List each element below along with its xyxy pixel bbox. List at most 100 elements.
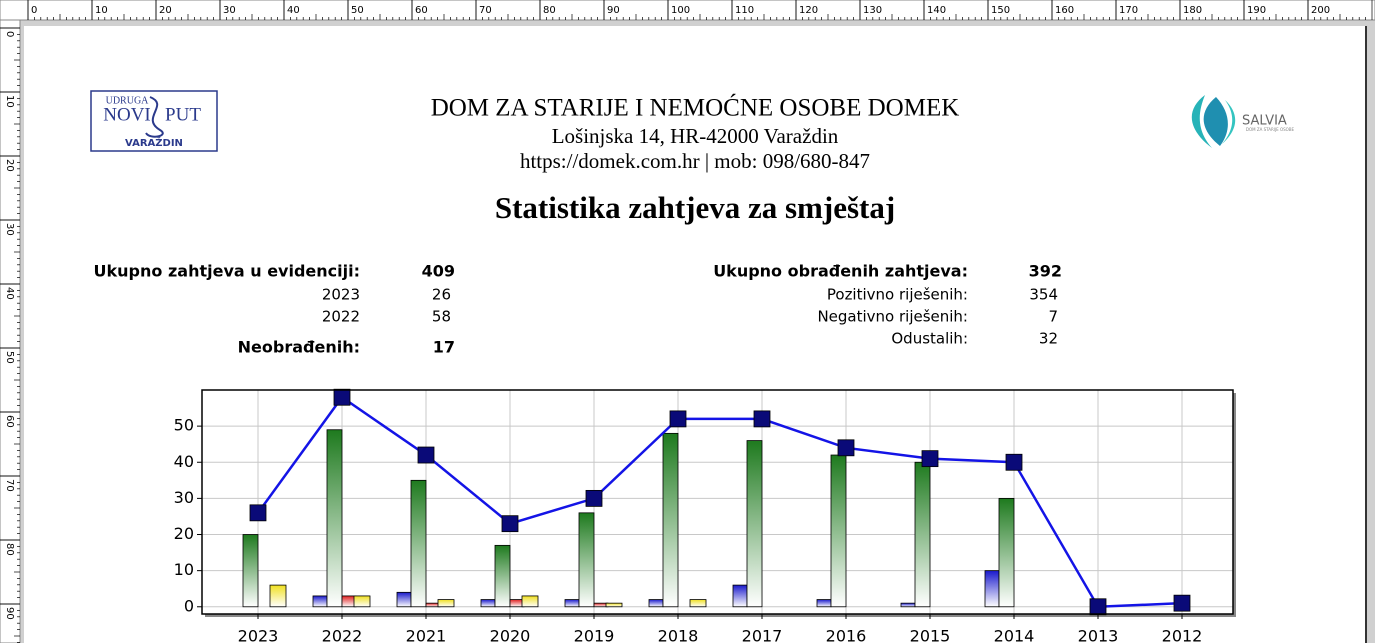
line-marker bbox=[1089, 598, 1107, 616]
plot-frame bbox=[201, 389, 1234, 615]
x-tick-label: 2023 bbox=[238, 627, 279, 643]
stats: Ukupno zahtjeva u evidenciji: 409 2023 26 20… bbox=[94, 262, 1062, 357]
stat-value: 392 bbox=[1029, 262, 1062, 281]
x-tick-label: 2012 bbox=[1162, 627, 1203, 643]
x-tick-label: 2022 bbox=[322, 627, 363, 643]
header-contact: https://domek.com.hr | mob: 098/680-847 bbox=[520, 149, 870, 173]
ruler-label: 30 bbox=[223, 5, 236, 16]
ruler-label: 30 bbox=[4, 223, 15, 236]
bar bbox=[648, 599, 664, 608]
ruler-label: 0 bbox=[31, 5, 37, 16]
ruler-label: 140 bbox=[927, 5, 946, 16]
logo-text: VARAŽDIN bbox=[125, 136, 183, 149]
line-marker bbox=[417, 446, 435, 464]
ruler-label: 0 bbox=[4, 31, 15, 37]
bar bbox=[998, 497, 1015, 608]
stat-label: Negativno riješenih: bbox=[817, 308, 968, 326]
x-tick-label: 2021 bbox=[406, 627, 447, 643]
logo-right: SALVIA DOM ZA STARIJE OSOBE bbox=[1191, 95, 1295, 148]
bar bbox=[578, 512, 595, 608]
bar bbox=[689, 599, 707, 608]
ruler-label: 200 bbox=[1311, 5, 1330, 16]
line-marker bbox=[669, 410, 687, 428]
stat-value: 354 bbox=[1029, 286, 1058, 304]
y-tick-label: 20 bbox=[174, 524, 194, 543]
stat-value: 26 bbox=[432, 286, 451, 304]
ruler-label: 80 bbox=[4, 543, 15, 556]
ruler-label: 10 bbox=[4, 95, 15, 108]
stat-label: Ukupno zahtjeva u evidenciji: bbox=[94, 262, 360, 281]
line-marker bbox=[333, 388, 351, 406]
x-tick-label: 2016 bbox=[826, 627, 867, 643]
bar bbox=[984, 570, 1000, 608]
bar bbox=[242, 534, 259, 608]
line-marker bbox=[501, 515, 519, 533]
line-marker bbox=[249, 504, 267, 522]
logo-text: SALVIA bbox=[1242, 114, 1287, 129]
stat-label: Ukupno obrađenih zahtjeva: bbox=[713, 262, 968, 281]
x-tick-label: 2015 bbox=[910, 627, 951, 643]
stat-label: Neobrađenih: bbox=[238, 338, 360, 357]
ruler-label: 40 bbox=[4, 287, 15, 300]
y-tick-label: 50 bbox=[174, 416, 194, 435]
ruler-label: 60 bbox=[415, 5, 428, 16]
ruler-label: 20 bbox=[4, 159, 15, 172]
x-tick-label: 2018 bbox=[658, 627, 699, 643]
x-tick-label: 2019 bbox=[574, 627, 615, 643]
ruler-label: 80 bbox=[543, 5, 556, 16]
bar bbox=[564, 599, 580, 608]
bar bbox=[816, 599, 832, 608]
logo-frame bbox=[90, 90, 218, 152]
bar bbox=[605, 602, 623, 608]
logo-shape bbox=[1191, 95, 1212, 148]
stat-value: 17 bbox=[433, 338, 455, 357]
y-tick-label: 30 bbox=[174, 488, 194, 507]
stat-value: 409 bbox=[422, 262, 455, 281]
bar bbox=[521, 595, 539, 608]
line-marker bbox=[921, 450, 939, 468]
bar bbox=[480, 599, 496, 608]
logo-text: NOVI bbox=[103, 104, 151, 125]
bar bbox=[914, 461, 931, 608]
plot-area bbox=[202, 390, 1233, 614]
y-tick-label: 40 bbox=[174, 452, 194, 471]
stat-label: 2022 bbox=[322, 308, 360, 326]
bar bbox=[396, 591, 412, 608]
bar bbox=[312, 595, 328, 608]
ruler-label: 40 bbox=[287, 5, 300, 16]
left-ruler bbox=[0, 19, 21, 643]
bar bbox=[732, 584, 748, 608]
bar bbox=[326, 429, 343, 608]
ruler-label: 100 bbox=[671, 5, 690, 16]
stat-value: 7 bbox=[1048, 308, 1058, 326]
bar bbox=[437, 599, 455, 608]
line bbox=[256, 395, 1183, 609]
x-tick-label: 2020 bbox=[490, 627, 531, 643]
logo-text: DOM ZA STARIJE OSOBE bbox=[1246, 127, 1295, 132]
x-tick-label: 2014 bbox=[994, 627, 1035, 643]
bar bbox=[746, 440, 763, 608]
bar bbox=[353, 595, 371, 608]
bar bbox=[830, 454, 847, 608]
logo-shape bbox=[1222, 100, 1236, 144]
line-marker bbox=[1005, 453, 1023, 471]
line-marker bbox=[837, 439, 855, 457]
logo-shape bbox=[1203, 97, 1228, 146]
ruler-label: 60 bbox=[4, 415, 15, 428]
bar bbox=[900, 602, 916, 608]
bar bbox=[494, 544, 511, 608]
line-marker bbox=[1173, 594, 1191, 612]
bar bbox=[410, 479, 427, 608]
logo-left: UDRUGA NOVI PUT VARAŽDIN bbox=[90, 90, 218, 152]
bar bbox=[269, 584, 287, 608]
stat-label: 2023 bbox=[322, 286, 360, 304]
stat-label: Odustalih: bbox=[891, 330, 968, 348]
header-title: DOM ZA STARIJE I NEMOĆNE OSOBE DOMEK bbox=[431, 94, 960, 122]
ruler-label: 130 bbox=[863, 5, 882, 16]
logo-swirl bbox=[145, 96, 164, 138]
logo-text: UDRUGA bbox=[106, 95, 150, 106]
ruler-label: 120 bbox=[799, 5, 818, 16]
x-tick-label: 2013 bbox=[1078, 627, 1119, 643]
